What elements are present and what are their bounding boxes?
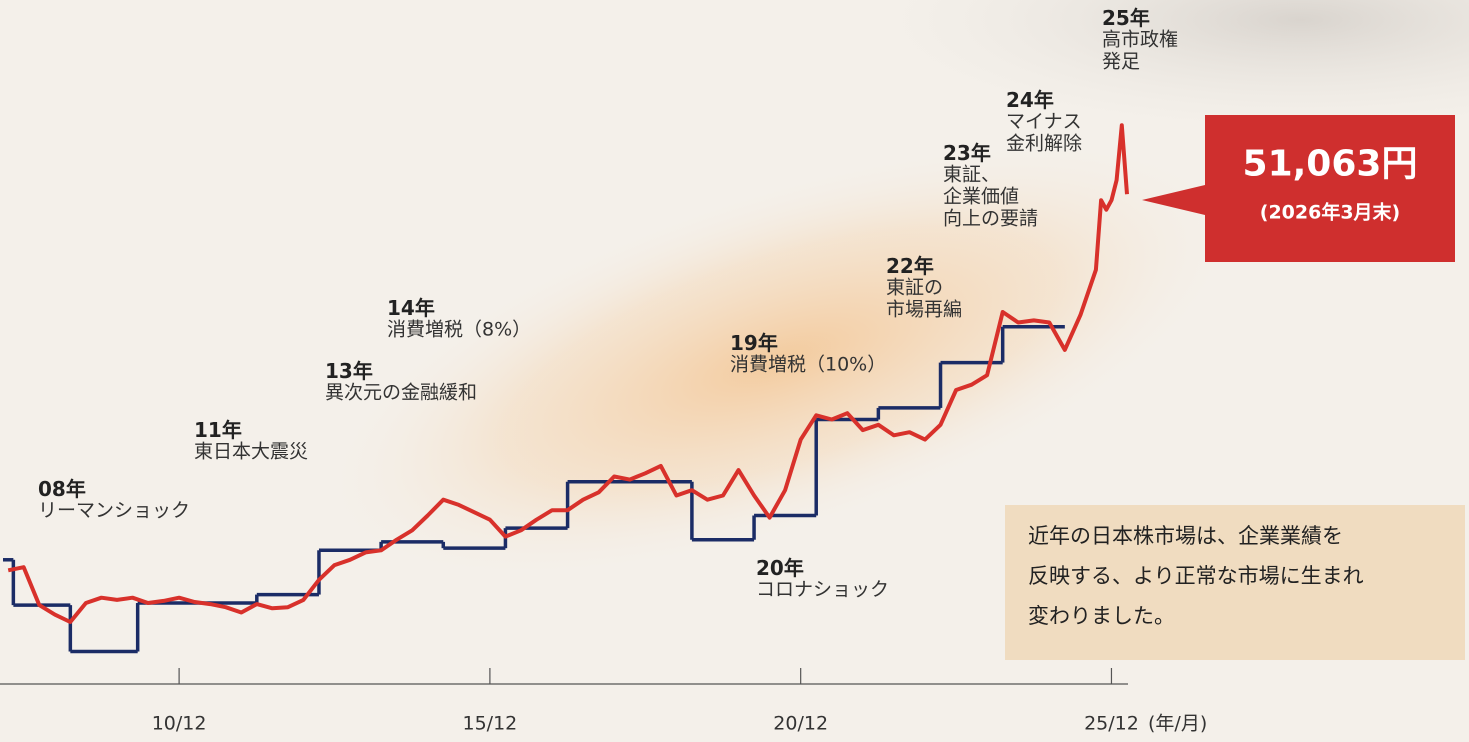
x-tick-label: 10/12 [152,713,207,735]
annotation-text: 金利解除 [1006,133,1082,155]
annotation-year: 13年 [325,359,373,383]
background-shade [880,0,1469,130]
annotation-text: コロナショック [756,579,889,601]
annotation-year: 14年 [387,296,435,320]
annotation-text: リーマンショック [38,500,190,522]
background-glow [320,140,1240,580]
note-text: 近年の日本株市場は、企業業績を [1028,524,1343,548]
note-text: 変わりました。 [1028,604,1175,628]
annotation-text: 消費増税（10%） [730,354,886,376]
x-tick-label: 20/12 [773,713,828,735]
x-axis-unit: (年/月) [1148,713,1207,735]
annotation-text: マイナス [1006,111,1082,133]
annotation-year: 11年 [194,418,242,442]
x-tick-label: 15/12 [463,713,518,735]
x-tick-label: 25/12 [1084,713,1139,735]
annotation-text: 異次元の金融緩和 [325,382,477,404]
value-label: 51,063円 [1243,144,1418,185]
annotation-year: 23年 [943,141,991,165]
annotation-text: 発足 [1102,51,1140,73]
annotation-year: 22年 [886,254,934,278]
annotation-text: 東日本大震災 [194,441,308,463]
annotation-text: 東証の [886,277,943,299]
annotation-text: 消費増税（8%） [387,319,531,341]
annotation-year: 25年 [1102,6,1150,30]
annotation-text: 東証、 [943,164,1000,186]
value-note: (2026年3月末) [1260,201,1400,224]
annotation-text: 市場再編 [886,299,962,321]
annotation-year: 20年 [756,556,804,580]
annotation-year: 24年 [1006,88,1054,112]
annotation-year: 08年 [38,477,86,501]
note-text: 反映する、より正常な市場に生まれ [1028,564,1364,588]
annotation-text: 向上の要請 [943,208,1038,230]
annotation-year: 19年 [730,331,778,355]
callout-box [1142,115,1455,262]
price-line [7,123,1129,624]
annotation-text: 企業価値 [943,186,1019,208]
annotation-text: 高市政権 [1102,29,1178,51]
note-box [1005,505,1465,660]
